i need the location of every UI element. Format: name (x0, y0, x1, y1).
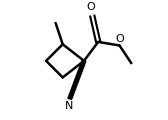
Text: N: N (65, 101, 73, 111)
Text: O: O (87, 2, 95, 12)
Text: O: O (116, 34, 124, 44)
